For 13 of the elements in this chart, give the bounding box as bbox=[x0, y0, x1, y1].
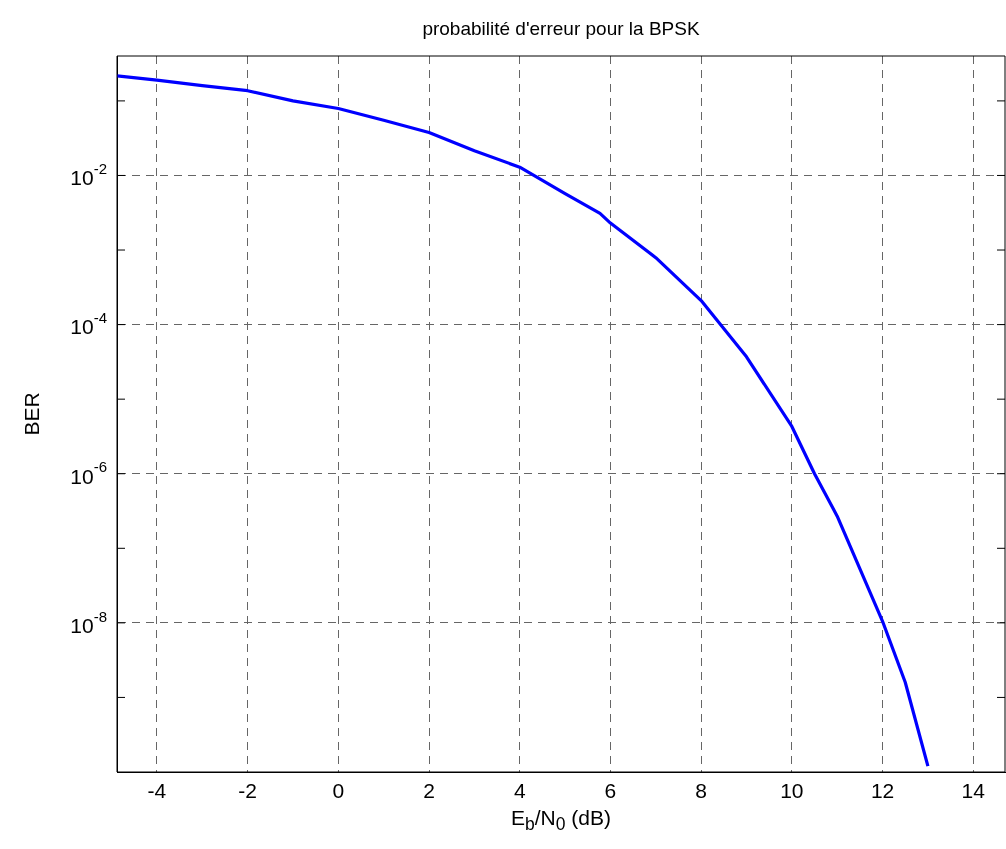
x-tick-label: 10 bbox=[780, 779, 804, 803]
x-axis-title: E$_{b}$/N$_{0}$ (dB) bbox=[510, 806, 612, 836]
x-tick-label: 6 bbox=[604, 779, 617, 803]
x-tick-label: 2 bbox=[423, 779, 435, 803]
x-tick-label: 12 bbox=[870, 779, 895, 803]
x-tick-label: 8 bbox=[695, 779, 707, 803]
y-axis-title: BER bbox=[20, 392, 44, 436]
x-tick-label: 0 bbox=[332, 779, 345, 803]
x-tick-label: 4 bbox=[513, 779, 526, 803]
chart-title: probabilité d'erreur pour la BPSK bbox=[421, 18, 701, 40]
x-tick-label: 14 bbox=[961, 779, 986, 803]
x-tick-label: -4 bbox=[147, 779, 167, 803]
x-tick-label: -2 bbox=[238, 779, 257, 803]
